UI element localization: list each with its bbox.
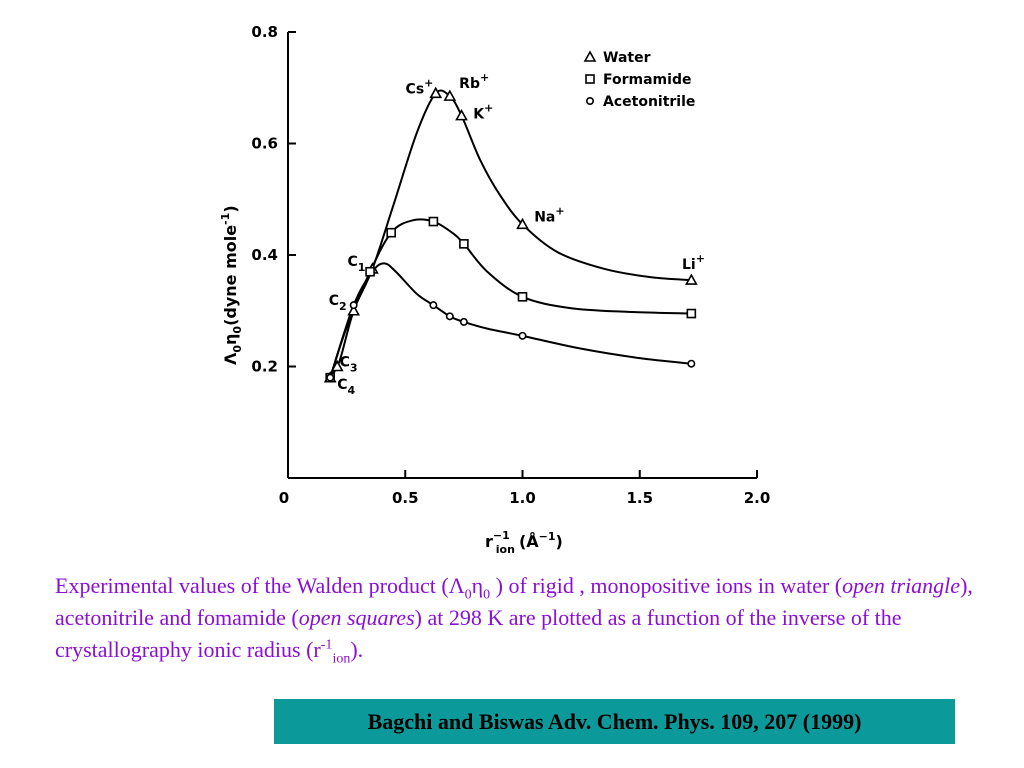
legend-marker-acetonitrile (585, 97, 594, 106)
figure-caption: Experimental values of the Walden produc… (55, 573, 973, 667)
water-point (455, 108, 468, 121)
point-label: Cs+ (406, 76, 434, 97)
point-label: C2 (329, 293, 347, 313)
acetonitrile-point (326, 373, 335, 382)
legend-marker-water (583, 50, 597, 62)
reference-box: Bagchi and Biswas Adv. Chem. Phys. 109, … (274, 699, 955, 744)
x-tick-label: 0 (279, 489, 289, 507)
x-axis-label: r−1 ion (Å−1) (485, 529, 563, 556)
acetonitrile-point (349, 301, 358, 310)
point-label: C1 (347, 254, 365, 274)
y-tick-label: 0.6 (251, 135, 278, 153)
water-point (347, 304, 361, 316)
acetonitrile-point (445, 312, 454, 321)
y-axis-label: Λ0η0(dyne mole-1) (219, 205, 244, 365)
water-point (330, 359, 344, 372)
y-tick-label: 0.2 (251, 358, 278, 376)
point-label: C3 (340, 355, 358, 375)
axes: 0 0.5 1.0 1.5 2.0 0.2 0.4 0.6 0.8 (251, 23, 770, 507)
legend: Water Formamide Acetonitrile (583, 50, 695, 110)
water-point (443, 89, 457, 101)
y-tick-label: 0.4 (251, 246, 278, 264)
water-point (516, 217, 529, 230)
water-curve (329, 89, 692, 379)
acetonitrile-point (459, 317, 468, 326)
reference-text: Bagchi and Biswas Adv. Chem. Phys. 109, … (367, 708, 862, 734)
point-label: K+ (473, 101, 493, 122)
point-label: Rb+ (459, 71, 489, 92)
water-point (429, 86, 443, 99)
legend-marker-formamide (585, 74, 595, 84)
series-curves (329, 89, 692, 379)
acetonitrile-point (687, 359, 696, 368)
x-tick-label: 1.5 (626, 489, 653, 507)
legend-label-acetonitrile: Acetonitrile (603, 94, 695, 110)
formamide-point (386, 227, 396, 238)
point-label: Na+ (534, 205, 564, 226)
water-point (684, 273, 698, 285)
legend-label-formamide: Formamide (603, 72, 691, 88)
formamide-point (517, 292, 528, 302)
acetonitrile-curve (329, 262, 692, 378)
series-markers (323, 86, 698, 383)
formamide-point (365, 266, 375, 277)
point-label: Li+ (682, 252, 705, 273)
acetonitrile-point (429, 301, 438, 310)
legend-label-water: Water (603, 50, 651, 66)
acetonitrile-point (518, 331, 527, 340)
formamide-point (459, 239, 469, 249)
formamide-point (428, 216, 439, 227)
x-tick-label: 2.0 (744, 489, 771, 507)
formamide-point (686, 308, 697, 319)
x-tick-label: 1.0 (509, 489, 536, 507)
formamide-curve (329, 218, 692, 378)
x-tick-label: 0.5 (392, 489, 419, 507)
walden-chart: 0 0.5 1.0 1.5 2.0 0.2 0.4 0.6 0.8 Water Formamide… (219, 23, 770, 556)
point-label: C4 (337, 377, 355, 397)
y-tick-label: 0.8 (251, 23, 278, 41)
